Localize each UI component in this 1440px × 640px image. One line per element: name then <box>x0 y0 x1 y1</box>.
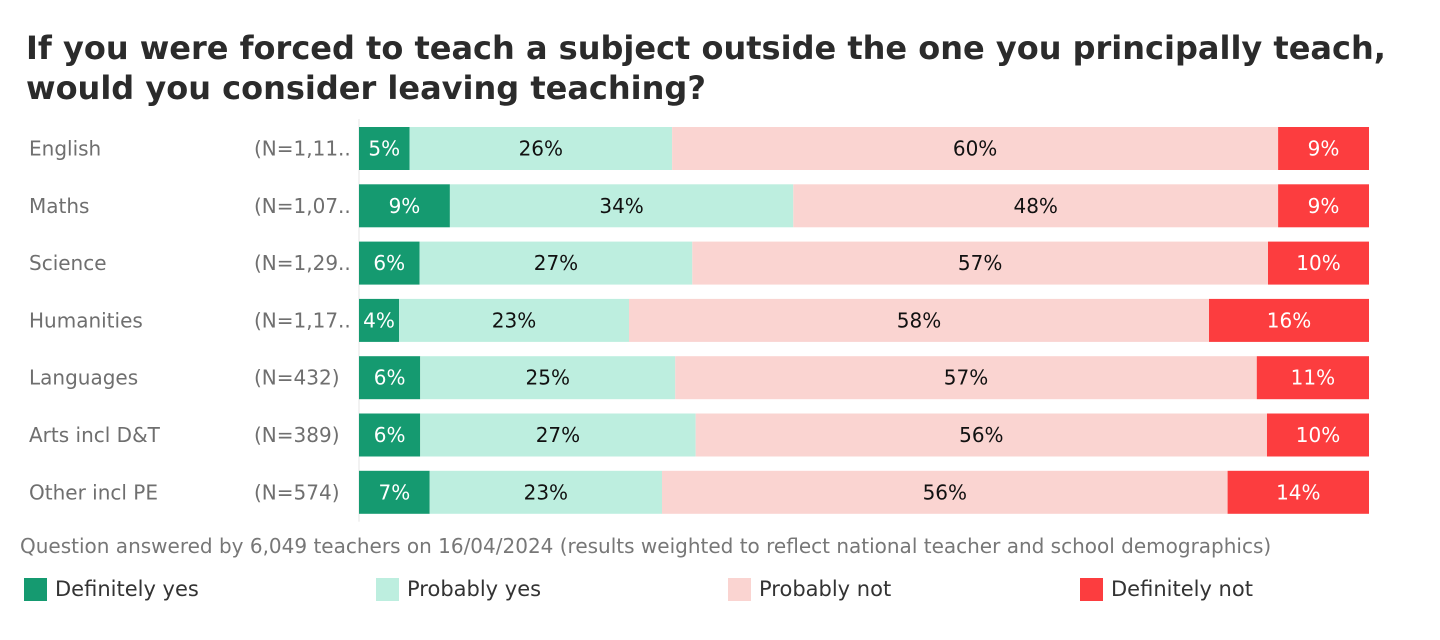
sample-size-label: (N=1,29.. <box>254 251 351 275</box>
data-label: 56% <box>923 480 967 504</box>
bar-segment <box>1227 470 1369 514</box>
legend-label: Definitely yes <box>55 577 199 601</box>
data-label: 58% <box>897 308 941 332</box>
bar-segment <box>1278 127 1369 170</box>
bar-segment <box>409 127 673 170</box>
bar-segment <box>420 356 676 400</box>
bar-segment <box>359 127 410 170</box>
legend-swatch <box>728 577 751 601</box>
sample-size-label: (N=1,11.. <box>254 137 351 161</box>
data-label: 23% <box>492 308 536 332</box>
category-label: Languages <box>29 366 138 390</box>
data-label: 10% <box>1296 423 1340 447</box>
bar-segment <box>1256 356 1369 400</box>
chart-title: If you were forced to teach a subject ou… <box>26 29 1386 107</box>
bar-segment <box>692 241 1268 285</box>
legend-item-probably-yes: Probably yes <box>376 576 541 602</box>
bar-segment <box>429 470 662 514</box>
legend-label: Probably yes <box>407 577 542 601</box>
data-label: 26% <box>519 137 563 161</box>
bar-segment <box>1268 241 1369 285</box>
sample-size-label: (N=432) <box>254 366 340 390</box>
legend-item-definitely-yes: Definitely yes <box>24 576 199 602</box>
category-label: Maths <box>29 194 89 218</box>
category-label: Arts incl D&T <box>29 423 161 447</box>
data-label: 25% <box>526 366 570 390</box>
bar-segment <box>1278 184 1369 228</box>
bar-segment <box>359 298 399 342</box>
data-label: 6% <box>373 251 405 275</box>
legend-swatch <box>1080 577 1103 601</box>
category-label: Science <box>29 251 107 275</box>
data-label: 6% <box>374 366 406 390</box>
bar-segment <box>1266 413 1369 457</box>
category-label: Humanities <box>29 308 143 332</box>
bar-segment <box>662 470 1228 514</box>
sample-size-label: (N=1,07.. <box>254 194 351 218</box>
bar-segment <box>449 184 794 228</box>
category-label: Other incl PE <box>29 480 158 504</box>
bar-segment <box>629 298 1209 342</box>
data-label: 57% <box>944 366 988 390</box>
legend-label: Probably not <box>759 577 892 601</box>
bar-segment <box>359 184 450 228</box>
stacked-bar-plot: English (N=1,11.. 5% 26% 60% 9% Maths (N=1,07..… <box>29 119 1369 522</box>
footnote: Question answered by 6,049 teachers on 1… <box>20 534 1272 558</box>
category-label: English <box>29 137 101 161</box>
data-label: 48% <box>1013 194 1057 218</box>
sample-size-label: (N=574) <box>254 480 340 504</box>
data-label: 9% <box>389 194 421 218</box>
data-label: 60% <box>953 137 997 161</box>
data-label: 34% <box>599 194 643 218</box>
bar-segment <box>359 413 421 457</box>
data-label: 23% <box>524 480 568 504</box>
sample-size-label: (N=389) <box>254 423 340 447</box>
data-label: 5% <box>368 137 400 161</box>
data-label: 9% <box>1308 194 1340 218</box>
bar-segment <box>793 184 1279 228</box>
data-label: 10% <box>1296 251 1340 275</box>
data-label: 56% <box>959 423 1003 447</box>
legend-item-definitely-not: Definitely not <box>1080 576 1253 602</box>
bar-segment <box>420 413 696 457</box>
sample-size-label: (N=1,17.. <box>254 308 351 332</box>
bar-segment <box>359 356 421 400</box>
bar-segment <box>359 470 430 514</box>
data-label: 7% <box>378 480 410 504</box>
data-label: 11% <box>1291 366 1335 390</box>
legend-item-probably-not: Probably not <box>728 576 891 602</box>
data-label: 27% <box>536 423 580 447</box>
data-label: 14% <box>1276 480 1320 504</box>
bar-segment <box>675 356 1257 400</box>
data-label: 57% <box>958 251 1002 275</box>
legend-swatch <box>24 577 47 601</box>
legend-swatch <box>376 577 399 601</box>
bar-segment <box>419 241 693 285</box>
bar-segment <box>1209 298 1369 342</box>
bar-segment <box>359 241 420 285</box>
bar-segment <box>399 298 629 342</box>
data-label: 16% <box>1267 308 1311 332</box>
bar-segment <box>695 413 1267 457</box>
data-label: 4% <box>363 308 395 332</box>
data-label: 6% <box>374 423 406 447</box>
data-label: 27% <box>534 251 578 275</box>
data-label: 9% <box>1308 137 1340 161</box>
legend-label: Definitely not <box>1111 577 1253 601</box>
bar-segment <box>672 127 1279 170</box>
